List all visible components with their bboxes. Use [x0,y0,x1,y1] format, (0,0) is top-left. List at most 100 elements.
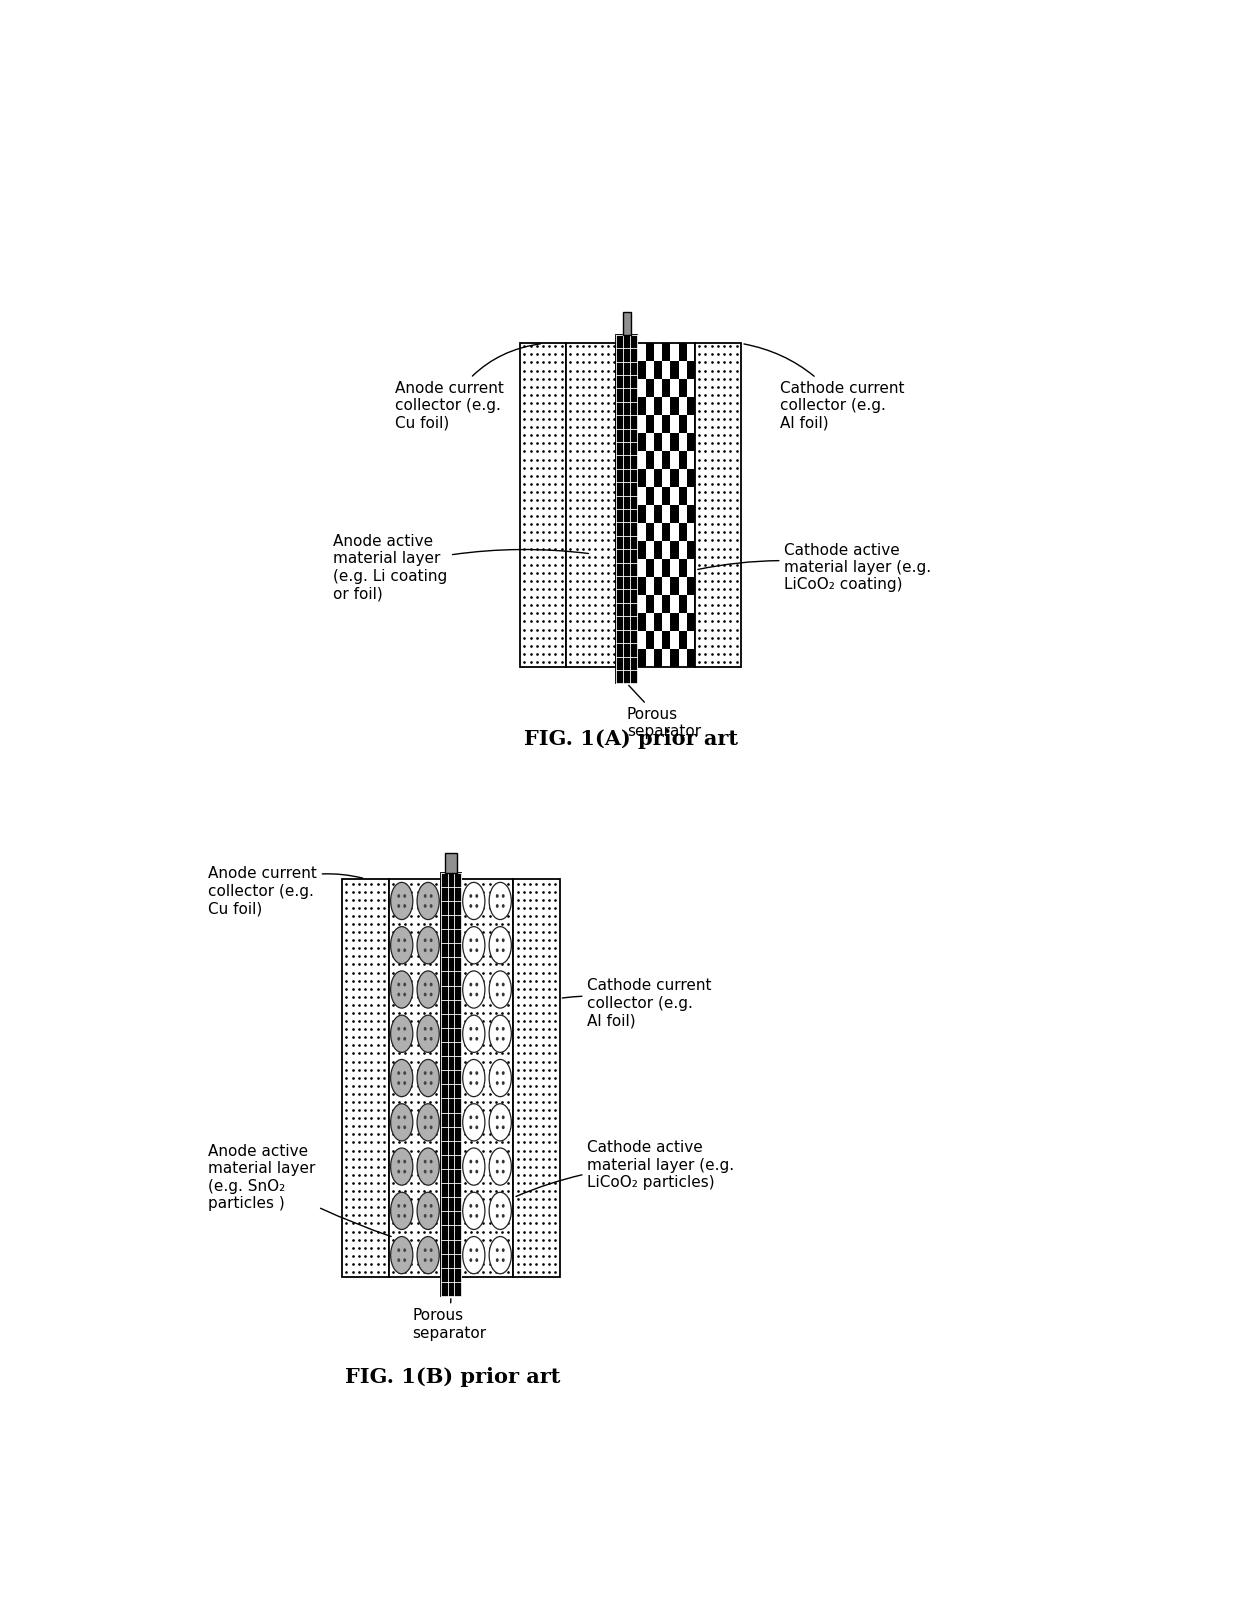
Circle shape [475,894,479,897]
Circle shape [397,983,401,986]
Circle shape [403,983,407,986]
Bar [637,648,646,668]
Circle shape [430,1169,433,1174]
Circle shape [430,1082,433,1085]
Bar [646,559,653,577]
Circle shape [475,1027,479,1030]
Ellipse shape [417,1104,439,1142]
Circle shape [475,1125,479,1129]
Text: Anode current
collector (e.g.
Cu foil): Anode current collector (e.g. Cu foil) [208,867,363,917]
Circle shape [496,1205,498,1208]
Circle shape [403,1248,407,1252]
Circle shape [403,1082,407,1085]
Circle shape [470,983,472,986]
Ellipse shape [417,1015,439,1053]
Bar [637,398,646,416]
Ellipse shape [391,927,413,964]
Bar [662,380,671,398]
Ellipse shape [463,1104,485,1142]
Circle shape [470,1125,472,1129]
Bar [637,362,646,380]
Bar [637,542,646,559]
Circle shape [496,1258,498,1261]
Circle shape [424,1027,427,1030]
Circle shape [496,1125,498,1129]
Circle shape [470,1248,472,1252]
Circle shape [430,1125,433,1129]
Bar [687,362,696,380]
Bar [646,487,653,506]
Circle shape [424,1248,427,1252]
Circle shape [430,1205,433,1208]
Ellipse shape [463,883,485,920]
Circle shape [475,1214,479,1218]
Bar [671,542,678,559]
Circle shape [424,1214,427,1218]
Bar [637,343,696,668]
Circle shape [430,904,433,907]
Circle shape [475,1159,479,1164]
Bar [637,469,646,487]
Bar [653,577,662,595]
Bar [687,648,696,668]
Circle shape [403,1125,407,1129]
Circle shape [475,993,479,996]
Circle shape [496,938,498,943]
Circle shape [475,1205,479,1208]
Bar [646,524,653,542]
Ellipse shape [417,1059,439,1096]
Circle shape [475,1082,479,1085]
Bar [653,433,662,451]
Bar [653,613,662,631]
Circle shape [397,1169,401,1174]
Circle shape [424,1116,427,1119]
Ellipse shape [489,927,511,964]
Bar [671,648,678,668]
Circle shape [397,1159,401,1164]
Circle shape [403,1169,407,1174]
Bar [662,631,671,648]
Bar [678,595,687,613]
Circle shape [430,1036,433,1041]
Circle shape [502,894,505,897]
Circle shape [470,904,472,907]
Text: Anode active
material layer
(e.g. Li coating
or foil): Anode active material layer (e.g. Li coa… [332,534,589,602]
Circle shape [502,1205,505,1208]
Text: Cathode active
material layer (e.g.
LiCoO₂ coating): Cathode active material layer (e.g. LiCo… [698,543,931,592]
Ellipse shape [489,1237,511,1274]
Bar [662,343,671,362]
Circle shape [470,894,472,897]
Circle shape [496,983,498,986]
Circle shape [397,993,401,996]
Bar [662,416,671,433]
Bar [662,559,671,577]
Ellipse shape [391,1104,413,1142]
Circle shape [403,993,407,996]
Circle shape [470,949,472,952]
Circle shape [470,1159,472,1164]
Bar [678,416,687,433]
Circle shape [496,1248,498,1252]
Bar [662,451,671,469]
Ellipse shape [391,1059,413,1096]
Bar [678,559,687,577]
Bar [678,343,687,362]
Circle shape [502,1082,505,1085]
Bar [653,398,662,416]
Bar [687,505,696,524]
Circle shape [403,1214,407,1218]
Circle shape [502,938,505,943]
Ellipse shape [391,970,413,1007]
Bar [637,613,646,631]
Text: FIG. 1(A) prior art: FIG. 1(A) prior art [523,729,738,749]
Circle shape [496,1159,498,1164]
Circle shape [502,1036,505,1041]
Circle shape [502,1159,505,1164]
Circle shape [502,983,505,986]
Circle shape [424,1159,427,1164]
Circle shape [502,1169,505,1174]
Circle shape [397,894,401,897]
Circle shape [475,1036,479,1041]
Circle shape [424,1258,427,1261]
Circle shape [502,904,505,907]
